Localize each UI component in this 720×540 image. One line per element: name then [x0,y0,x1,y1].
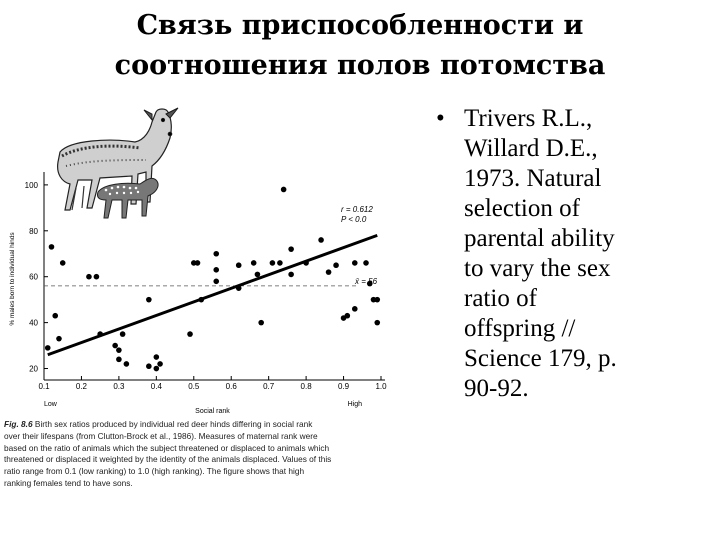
data-point [198,296,205,303]
data-point [344,312,351,319]
data-point [250,260,257,266]
reference-line: 90-92. [464,375,529,402]
x-tick-label: 1.0 [375,382,387,391]
caption-line: ratio range from 0.1 (low ranking) to 1.… [4,466,305,477]
reference-line: Science 179, p. [464,345,617,372]
data-point [235,262,242,269]
x-tick-label: 0.2 [76,382,88,391]
data-point [277,260,283,266]
data-point [146,363,152,370]
data-point [153,354,160,360]
data-point [116,356,122,363]
reference-line: 1973. Natural [464,165,602,192]
data-point [318,237,324,243]
data-point [235,285,242,291]
data-point [325,269,332,275]
x-axis-label: Social rank [195,408,230,415]
reference-line: Willard D.E., [464,135,598,162]
x-axis-low-label: Low [44,401,58,408]
stat-r: r = 0.612 [341,205,373,214]
data-point [213,267,220,273]
data-point [288,246,294,252]
data-point [112,342,118,349]
data-point [254,271,261,278]
caption-line: based on the ratio of animals which the … [4,442,330,453]
caption-line: ranking females tend to have sons. [4,477,133,488]
data-point [59,260,66,266]
x-tick-label: 0.7 [263,382,275,391]
reference-line: offspring // [464,315,576,342]
data-point [213,250,220,257]
y-tick-label: 100 [25,181,39,190]
data-point [52,312,59,319]
data-point [146,296,152,303]
figure-caption: Fig. 8.6 Birth sex ratios produced by in… [4,419,396,490]
data-point [187,331,193,337]
data-point [44,345,51,351]
data-point [351,306,358,312]
stat-p: P < 0.0 [341,215,367,224]
data-point [258,319,264,326]
reference-line: ratio of [464,285,537,312]
x-tick-label: 0.8 [301,382,313,391]
chart-marks [44,186,381,372]
x-tick-label: 0.1 [38,382,50,391]
y-tick-label: 20 [29,365,38,374]
title-line-2: соотношения полов потомства [114,50,606,81]
data-point [288,271,294,278]
caption-line-1: Fig. 8.6 Birth sex ratios produced by in… [4,419,396,431]
x-tick-label: 0.4 [151,382,163,391]
data-point [48,244,55,250]
x-tick-label: 0.6 [226,382,238,391]
x-tick-label: 0.5 [188,382,200,391]
scatter-chart: 20 40 60 80 100 0.1 0.2 0.3 0.4 0.5 0.6 0.7 0.8 0.9 1.… [9,107,387,415]
bullet-marker: • [436,105,445,132]
title-line-1: Связь приспособленности и [136,10,584,41]
data-point [153,365,160,372]
data-point [157,361,163,367]
red-deer-hind-with-fawn-icon [57,107,179,219]
data-point [97,331,103,337]
stat-mean: x̄ = 56 [354,277,378,286]
data-point [93,273,100,280]
data-point [366,280,373,287]
figure-label: Fig. 8.6 [4,419,33,429]
data-point [269,260,276,266]
caption-text: Birth sex ratios produced by individual … [34,419,313,429]
data-point [119,331,126,337]
data-point [303,260,309,266]
data-point [116,347,122,353]
slide-title: Связь приспособленности и соотношения по… [0,6,720,86]
y-tick-label: 40 [29,319,38,328]
data-point [213,278,220,285]
data-point [351,260,358,266]
data-point [123,361,130,367]
reference-bullet-item: • Trivers R.L., Willard D.E., 1973. Natu… [436,104,716,404]
data-point [194,260,201,266]
data-point [363,260,369,266]
data-point [280,186,287,193]
reference-line: to vary the sex [464,255,611,282]
chart-axes: 20 40 60 80 100 0.1 0.2 0.3 0.4 0.5 0.6 0.7 0.8 0.9 1.… [9,172,387,415]
data-point [374,296,381,303]
data-point [86,273,92,280]
x-tick-label: 0.9 [338,382,350,391]
reference-line: Trivers R.L., [464,105,593,132]
caption-line: over their lifespans (from Clutton-Brock… [4,430,318,441]
reference-line: parental ability [464,225,615,252]
caption-line: threatened or displaced it weighted by t… [4,454,332,465]
x-axis-high-label: High [348,401,363,408]
data-point [56,335,62,342]
y-axis-label: % males born to individual hinds [9,232,16,326]
y-tick-label: 80 [29,227,38,236]
regression-line [47,233,378,357]
data-point [333,262,339,269]
x-tick-label: 0.3 [113,382,125,391]
reference-line: selection of [464,195,580,222]
y-tick-label: 60 [29,273,38,282]
data-point [374,319,381,326]
